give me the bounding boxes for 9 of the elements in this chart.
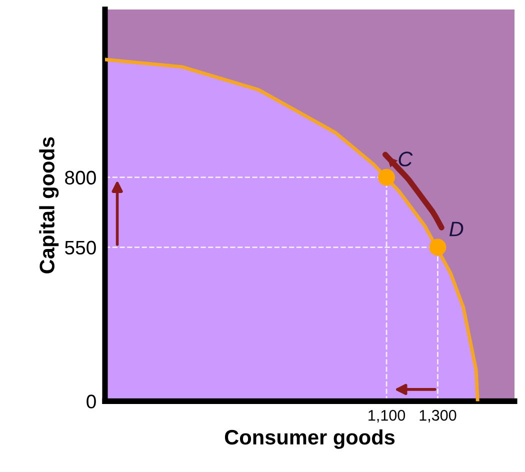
y-tick-label: 800 [65,170,96,185]
x-axis-title: Consumer goods [224,429,395,449]
annotation: D [449,222,464,236]
y-tick-label: 550 [65,240,96,255]
y-axis-title: Capital goods [39,137,59,274]
annotation: C [398,152,413,166]
y-tick-label: 0 [86,394,96,408]
x-tick-label: 1,300 [420,410,456,423]
x-tick-label: 1,100 [368,410,406,423]
